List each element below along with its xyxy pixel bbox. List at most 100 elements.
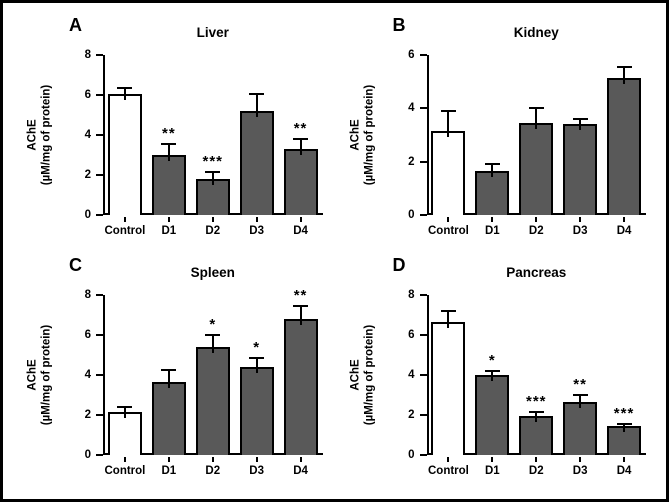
error-bar-cap [440,310,456,312]
y-tick-label: 6 [408,329,415,341]
y-axis-line [426,295,429,455]
x-tick-label: Control [427,225,469,237]
x-tick-mark [211,217,214,222]
x-tick-label: D4 [293,225,308,237]
y-tick-label: 0 [84,209,91,221]
significance-stars: ** [573,376,587,393]
bar-d1 [475,171,510,215]
y-tick-mark [419,334,427,336]
x-tick-mark [299,457,302,462]
error-bar-stem [491,371,494,381]
y-tick-mark [96,54,103,56]
y-axis-tick-labels: 0 2 4 6 8 [67,289,93,461]
x-tick-mark [167,217,170,222]
y-axis-label-line1: AChE [349,119,362,151]
y-axis-label: AChE (µM/mg of protein) [341,55,385,215]
error-bar-stem [447,311,450,328]
error-bar-cap [205,171,221,173]
y-tick-label: 8 [408,289,415,301]
bar-d3 [563,124,598,215]
y-tick-label: 2 [84,409,91,421]
error-bar-cap [293,305,309,307]
panel-letter: D [392,255,406,275]
significance-stars: ** [293,287,308,304]
x-tick-label: D4 [616,225,632,237]
y-tick-label: 6 [84,89,91,101]
y-tick-mark [419,414,427,416]
y-tick-mark [96,454,103,456]
y-tick-label: 4 [84,369,91,381]
x-tick-label: D1 [161,465,177,477]
bar-d1 [475,375,510,455]
y-tick-mark [419,294,427,296]
bar-d3 [239,367,274,455]
bar-d4 [283,319,318,455]
x-tick-mark [447,217,450,222]
y-axis-label-line2: (µM/mg of protein) [363,84,376,186]
error-bar-stem [255,358,258,373]
y-tick-mark [96,94,103,96]
x-tick-label: D4 [616,465,632,477]
significance-stars: *** [613,405,635,422]
y-tick-label: 0 [84,449,91,461]
x-tick-mark [535,457,538,462]
x-tick-label: D1 [484,225,500,237]
x-tick-mark [535,217,538,222]
error-bar-cap [249,357,265,359]
error-bar-stem [623,424,626,432]
significance-stars: * [253,339,261,356]
chart-title: Liver [196,25,229,40]
error-bar-cap [117,406,133,408]
error-bar-cap [572,118,588,120]
y-tick-label: 4 [84,129,91,141]
x-tick-mark [123,457,126,462]
error-bar-stem [579,395,582,408]
bar-control [431,322,466,455]
error-bar-cap [528,411,544,413]
y-axis-label-line2: (µM/mg of protein) [40,324,52,426]
x-tick-mark [447,457,450,462]
error-bar-cap [616,423,632,425]
chart-title: Pancreas [506,265,567,280]
error-bar-stem [535,108,538,129]
panel-pancreas: D Pancreas AChE (µM/mg of protein) 0 2 4 6 8… [335,251,659,491]
y-tick-label: 0 [408,209,415,221]
error-bar-cap [117,87,133,89]
panel-liver: A Liver AChE (µM/mg of protein) 0 2 4 6 8 **… [11,11,335,251]
panel-letter: A [69,15,82,35]
x-tick-label: D3 [572,465,588,477]
y-axis-tick-labels: 0 2 4 6 8 [67,49,93,221]
error-bar-cap [484,163,500,166]
y-tick-label: 8 [84,49,91,61]
error-bar-cap [161,369,177,371]
error-bar-cap [484,370,500,372]
x-tick-mark [491,217,494,222]
plot-area: ** *** ** [96,54,323,222]
x-tick-mark [579,217,582,222]
x-tick-mark [123,217,126,222]
y-tick-mark [419,54,427,56]
y-tick-mark [96,374,103,376]
panel-spleen: C Spleen AChE (µM/mg of protein) 0 2 4 6 8 *… [11,251,335,491]
x-tick-mark [491,457,494,462]
y-tick-label: 4 [408,102,415,115]
bar-control [431,131,466,215]
bar-d3 [563,402,598,455]
panel-kidney: B Kidney AChE (µM/mg of protein) 0 2 4 6 Co… [335,11,659,251]
error-bar-cap [161,143,177,145]
error-bar-stem [623,67,626,84]
y-axis-label-line2: (µM/mg of protein) [40,84,52,186]
error-bar-cap [440,110,456,112]
bar-d2 [195,347,230,455]
error-bar-stem [255,94,258,117]
y-tick-mark [419,214,427,216]
bar-control [107,412,142,455]
y-tick-mark [96,214,103,216]
bar-d3 [239,111,274,215]
y-tick-mark [96,294,103,296]
x-tick-mark [579,457,582,462]
error-bar-cap [205,334,221,336]
y-tick-label: 6 [84,329,91,341]
bar-control [107,94,142,215]
error-bar-stem [535,412,538,422]
